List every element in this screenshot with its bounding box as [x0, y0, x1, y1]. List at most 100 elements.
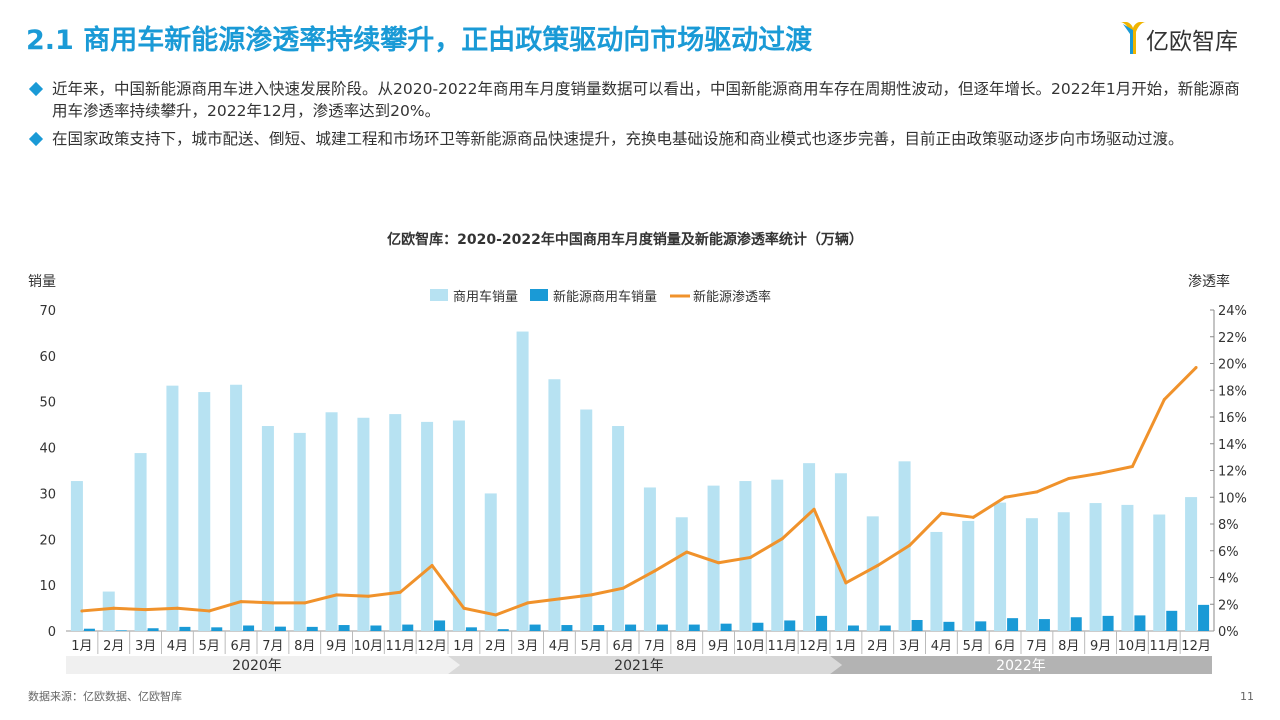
bar-total-sales [707, 485, 720, 631]
bar-total-sales [261, 426, 274, 631]
bar-nev-sales [752, 622, 764, 631]
x-tick-label: 10月 [354, 639, 384, 654]
bar-total-sales [293, 432, 306, 631]
penetration-point [112, 606, 116, 610]
bar-total-sales [930, 531, 943, 631]
bar-total-sales [548, 379, 561, 631]
penetration-point [239, 600, 243, 604]
x-tick-label: 11月 [1149, 639, 1179, 654]
penetration-point [144, 608, 148, 612]
penetration-point [335, 593, 339, 597]
x-tick-label: 10月 [736, 639, 766, 654]
penetration-point [589, 593, 593, 597]
bar-total-sales [675, 517, 688, 631]
penetration-point [685, 550, 689, 554]
bullet-list: 近年来，中国新能源商用车进入快速发展阶段。从2020-2022年商用车月度销量数… [28, 78, 1255, 156]
legend-label: 新能源渗透率 [693, 289, 771, 305]
bar-nev-sales [847, 625, 859, 631]
x-tick-label: 3月 [899, 639, 920, 654]
penetration-line [81, 366, 1198, 617]
y2-tick-label: 24% [1218, 304, 1247, 319]
x-tick-label: 4月 [549, 639, 570, 654]
year-band [830, 656, 1212, 674]
x-tick-label: 8月 [294, 639, 315, 654]
penetration-point [1003, 495, 1007, 499]
logo-icon [1120, 22, 1146, 54]
y2-tick-label: 10% [1218, 491, 1247, 506]
bullet-text: 近年来，中国新能源商用车进入快速发展阶段。从2020-2022年商用车月度销量数… [52, 80, 1240, 120]
bar-nev-sales [1166, 610, 1178, 631]
bar-total-sales [516, 331, 529, 631]
x-tick-label: 12月 [1181, 639, 1211, 654]
penetration-point [303, 601, 307, 605]
penetration-point [1099, 471, 1103, 475]
x-tick-label: 3月 [135, 639, 156, 654]
penetration-point [430, 563, 434, 567]
x-tick-label: 5月 [199, 639, 220, 654]
penetration-point [462, 606, 466, 610]
year-band-label: 2022年 [996, 658, 1046, 674]
x-tick-label: 5月 [581, 639, 602, 654]
penetration-point [908, 543, 912, 547]
bar-nev-sales [625, 624, 637, 631]
penetration-point [717, 561, 721, 565]
y-axis-title: 销量 [28, 274, 56, 290]
legend-label: 新能源商用车销量 [553, 289, 657, 305]
bar-nev-sales [465, 627, 477, 631]
y2-tick-label: 22% [1218, 331, 1247, 346]
bar-nev-sales [402, 624, 414, 631]
y2-tick-label: 8% [1218, 518, 1239, 533]
bar-total-sales [994, 502, 1007, 631]
year-band-label: 2020年 [232, 658, 282, 674]
x-tick-label: 1月 [453, 639, 474, 654]
penetration-point [1162, 398, 1166, 402]
penetration-point [80, 609, 84, 613]
penetration-point [939, 511, 943, 515]
penetration-point [653, 569, 657, 573]
penetration-point [175, 606, 179, 610]
penetration-point [526, 601, 530, 605]
x-tick-label: 1月 [71, 639, 92, 654]
bullet-item: 近年来，中国新能源商用车进入快速发展阶段。从2020-2022年商用车月度销量数… [28, 78, 1255, 122]
bar-total-sales [421, 421, 434, 631]
year-band-label: 2021年 [614, 658, 664, 674]
bar-nev-sales [497, 629, 509, 631]
bar-nev-sales [1038, 619, 1050, 631]
year-band [448, 656, 842, 674]
bar-total-sales [962, 520, 975, 631]
bar-total-sales [580, 409, 593, 631]
bullet-item: 在国家政策支持下，城市配送、倒短、城建工程和市场环卫等新能源商品快速提升，充换电… [28, 128, 1255, 150]
bar-total-sales [803, 463, 816, 631]
y2-tick-label: 18% [1218, 384, 1247, 399]
bar-total-sales [739, 481, 752, 631]
x-tick-label: 10月 [1118, 639, 1148, 654]
bar-nev-sales [593, 625, 605, 631]
penetration-point [271, 601, 275, 605]
x-tick-label: 3月 [517, 639, 538, 654]
bar-total-sales [70, 481, 83, 631]
penetration-point [748, 555, 752, 559]
legend-swatch [430, 289, 448, 301]
x-tick-label: 12月 [799, 639, 829, 654]
penetration-point [1067, 477, 1071, 481]
x-tick-label: 7月 [262, 639, 283, 654]
y2-axis-title: 渗透率 [1188, 273, 1230, 290]
bar-nev-sales [1198, 604, 1210, 631]
x-tick-label: 2月 [103, 639, 124, 654]
bar-nev-sales [1134, 615, 1146, 631]
bar-nev-sales [1007, 618, 1019, 631]
y2-tick-label: 6% [1218, 545, 1239, 560]
penetration-point [780, 537, 784, 541]
y-tick-label: 70 [39, 304, 56, 319]
bar-total-sales [1025, 518, 1038, 631]
bar-nev-sales [529, 624, 541, 631]
y-tick-label: 30 [39, 487, 56, 502]
bar-nev-sales [370, 625, 382, 631]
penetration-point [366, 594, 370, 598]
bar-nev-sales [83, 628, 95, 631]
x-tick-label: 11月 [385, 639, 415, 654]
x-tick-label: 8月 [1058, 639, 1079, 654]
data-source: 数据来源：亿欧数据、亿欧智库 [28, 690, 182, 703]
x-tick-label: 12月 [417, 639, 447, 654]
y2-tick-label: 4% [1218, 572, 1239, 587]
